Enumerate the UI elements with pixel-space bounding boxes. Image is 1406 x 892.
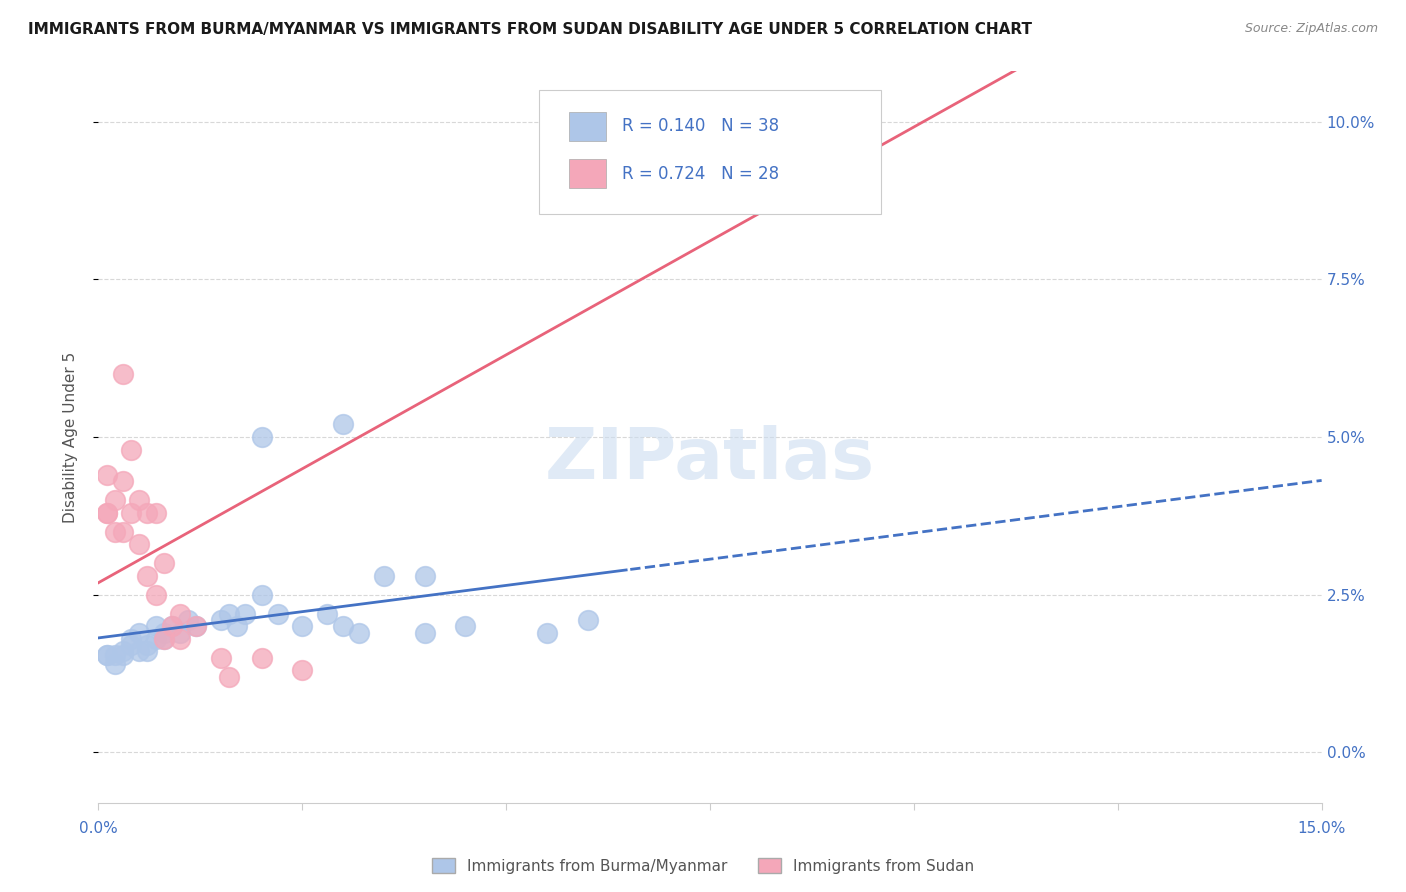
Point (136, 644, 159, 658)
FancyBboxPatch shape (538, 90, 882, 214)
Point (120, 632, 142, 646)
Point (136, 506, 159, 520)
Point (145, 506, 167, 520)
Point (291, 619, 314, 633)
Point (233, 607, 256, 621)
Point (136, 638, 159, 652)
Point (128, 644, 150, 658)
Point (128, 537, 150, 551)
Text: Source: ZipAtlas.com: Source: ZipAtlas.com (1244, 22, 1378, 36)
Point (96, 648, 118, 662)
Point (111, 474, 134, 488)
Point (332, 619, 354, 633)
Point (218, 607, 240, 621)
Point (96, 648, 118, 662)
Point (104, 524, 127, 539)
Point (104, 648, 127, 662)
Point (104, 493, 127, 508)
Point (186, 619, 208, 633)
Point (315, 607, 337, 621)
Point (160, 619, 183, 633)
Point (160, 619, 183, 633)
Point (152, 632, 174, 646)
Point (169, 632, 191, 646)
Text: R = 0.724   N = 28: R = 0.724 N = 28 (621, 165, 779, 183)
Point (250, 650, 273, 665)
Point (186, 619, 208, 633)
FancyBboxPatch shape (569, 112, 606, 141)
Point (96, 467, 118, 482)
Point (152, 556, 174, 570)
Point (226, 619, 249, 633)
Y-axis label: Disability Age Under 5: Disability Age Under 5 (63, 351, 77, 523)
Point (177, 613, 200, 627)
Point (111, 648, 134, 662)
Point (96, 506, 118, 520)
Point (169, 625, 191, 640)
Point (120, 506, 142, 520)
Point (104, 657, 127, 671)
Text: 0.0%: 0.0% (79, 822, 118, 837)
Point (209, 613, 232, 627)
Point (250, 588, 273, 602)
Point (145, 619, 167, 633)
Legend: Immigrants from Burma/Myanmar, Immigrants from Sudan: Immigrants from Burma/Myanmar, Immigrant… (426, 852, 980, 880)
Point (128, 625, 150, 640)
Point (111, 367, 134, 381)
Point (267, 607, 290, 621)
Point (145, 588, 167, 602)
Point (145, 632, 167, 646)
Point (413, 625, 436, 640)
Point (128, 493, 150, 508)
Text: ZIPatlas: ZIPatlas (546, 425, 875, 493)
Text: IMMIGRANTS FROM BURMA/MYANMAR VS IMMIGRANTS FROM SUDAN DISABILITY AGE UNDER 5 CO: IMMIGRANTS FROM BURMA/MYANMAR VS IMMIGRA… (28, 22, 1032, 37)
Point (617, 146, 640, 161)
Point (96, 506, 118, 520)
Point (111, 524, 134, 539)
Point (136, 569, 159, 583)
Point (576, 613, 599, 627)
Text: R = 0.140   N = 38: R = 0.140 N = 38 (621, 117, 779, 136)
Point (454, 619, 477, 633)
Point (209, 650, 232, 665)
Point (152, 625, 174, 640)
Point (291, 664, 314, 678)
Point (250, 430, 273, 444)
Point (373, 569, 395, 583)
Point (111, 644, 134, 658)
FancyBboxPatch shape (569, 159, 606, 188)
Point (413, 569, 436, 583)
Point (169, 607, 191, 621)
Text: 15.0%: 15.0% (1298, 822, 1346, 837)
Point (152, 632, 174, 646)
Point (218, 670, 240, 684)
Point (349, 625, 371, 640)
Point (120, 638, 142, 652)
Point (332, 417, 354, 432)
Point (536, 625, 558, 640)
Point (120, 442, 142, 457)
Point (699, 146, 721, 161)
